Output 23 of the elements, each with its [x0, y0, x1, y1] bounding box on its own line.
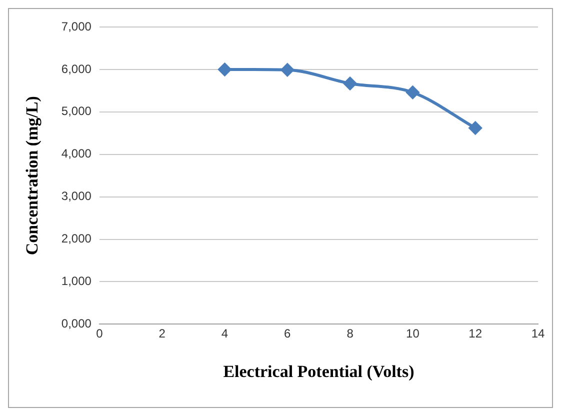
- x-tick-label: 14: [531, 326, 545, 341]
- y-tick-label: 3,000: [61, 189, 92, 204]
- y-tick-label: 5,000: [61, 104, 92, 118]
- x-tick-label: 6: [284, 326, 292, 341]
- x-tick-label: 10: [406, 326, 420, 341]
- point: [218, 62, 232, 76]
- y-tick-label: 6,000: [61, 62, 92, 76]
- x-tick-label: 2: [158, 326, 166, 341]
- y-tick-label: 1,000: [61, 274, 92, 288]
- point: [406, 86, 420, 99]
- point: [280, 63, 294, 76]
- y-axis-title: Concentration (mg/L): [22, 96, 42, 256]
- x-tick-label: 0: [96, 326, 104, 341]
- x-tick-label: 12: [468, 326, 482, 341]
- point: [344, 76, 357, 90]
- y-tick-label: 7,000: [61, 19, 92, 34]
- x-tick-label: 4: [221, 326, 228, 341]
- y-tick-label: 2,000: [61, 232, 92, 246]
- point: [468, 122, 482, 135]
- y-tick-label: 0,000: [61, 316, 92, 331]
- x-axis-title: Electrical Potential (Volts): [223, 362, 414, 382]
- y-tick-label: 4,000: [61, 146, 92, 161]
- x-tick-label: 8: [346, 326, 354, 341]
